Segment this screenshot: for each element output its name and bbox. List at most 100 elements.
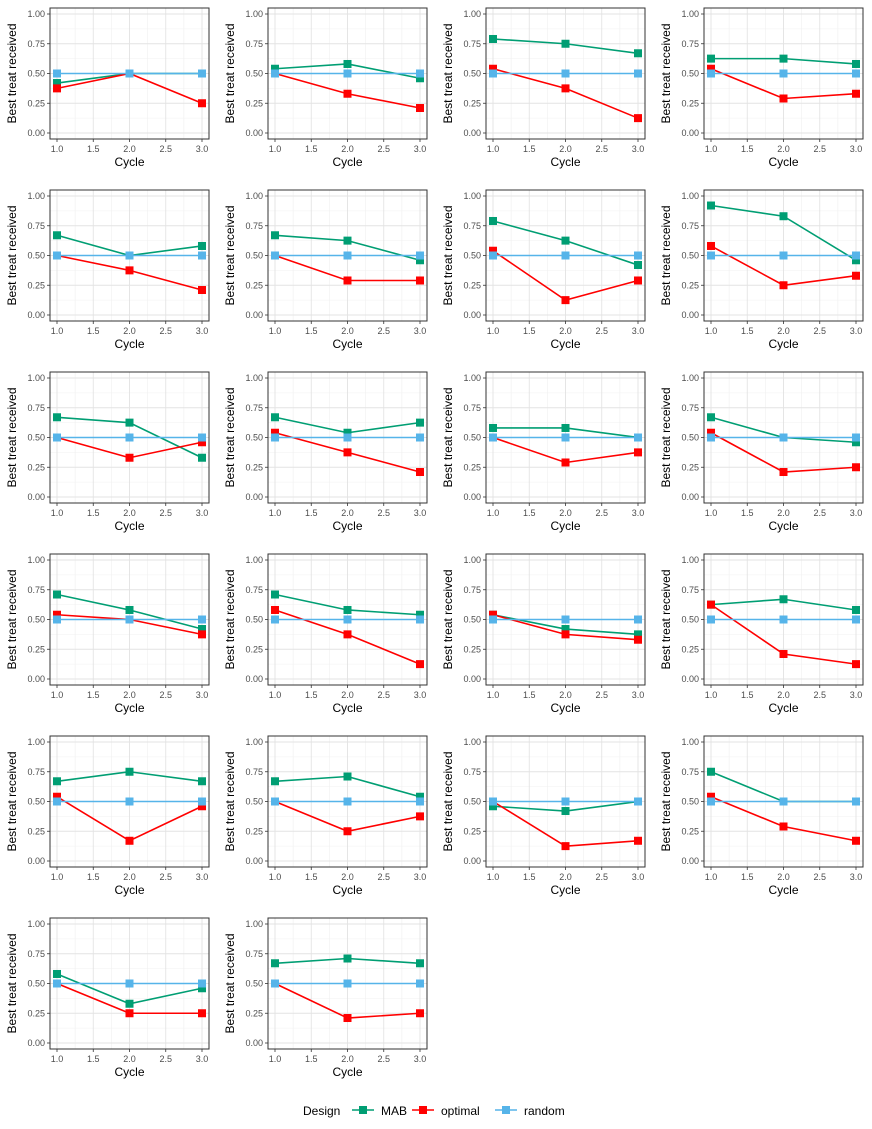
data-point-optimal	[198, 286, 206, 295]
data-point-random	[779, 251, 788, 260]
x-tick-label: 2.5	[813, 326, 826, 336]
x-tick-label: 2.0	[123, 144, 136, 154]
facet-panel-22: 0.00 0.25 0.50 0.75 1.00 1.0 1.5 2.0 2.5 3.0 Cycle…	[223, 917, 428, 1079]
x-tick-label: 2.5	[377, 872, 390, 882]
data-point-mab	[343, 605, 352, 614]
data-point-optimal	[416, 104, 424, 113]
x-axis-title: Cycle	[332, 519, 362, 533]
data-point-mab	[416, 610, 424, 619]
facet-panel-5: 0.00 0.25 0.50 0.75 1.00 1.0 1.5 2.0 2.5 3.0 Cycle…	[5, 189, 210, 351]
x-tick-label: 2.5	[813, 144, 826, 154]
x-tick-label: 3.0	[414, 872, 427, 882]
data-point-mab	[271, 777, 279, 786]
data-point-mab	[852, 256, 860, 265]
x-axis-title: Cycle	[114, 155, 144, 169]
data-point-optimal	[343, 276, 352, 285]
y-tick-label: 0.00	[27, 492, 45, 502]
y-tick-label: 0.50	[245, 797, 263, 807]
x-tick-label: 2.5	[595, 326, 608, 336]
x-tick-label: 2.0	[123, 872, 136, 882]
x-tick-label: 1.0	[705, 144, 718, 154]
y-tick-label: 0.25	[463, 826, 481, 836]
x-tick-label: 2.0	[559, 144, 572, 154]
data-point-mab	[634, 261, 642, 270]
y-tick-label: 0.50	[27, 69, 45, 79]
y-tick-label: 0.00	[463, 128, 481, 138]
x-tick-label: 1.5	[87, 144, 100, 154]
data-point-optimal	[125, 836, 134, 845]
data-point-random	[125, 433, 134, 442]
x-tick-label: 1.5	[523, 872, 536, 882]
data-point-mab	[198, 777, 206, 786]
data-point-random	[53, 433, 61, 442]
facet-panel-16: 0.00 0.25 0.50 0.75 1.00 1.0 1.5 2.0 2.5 3.0 Cycle…	[659, 553, 864, 715]
y-tick-label: 0.50	[681, 251, 699, 261]
data-point-random	[271, 979, 279, 988]
y-tick-label: 1.00	[245, 9, 263, 19]
x-tick-label: 1.5	[523, 690, 536, 700]
data-point-mab	[707, 54, 715, 63]
y-tick-label: 0.75	[27, 949, 45, 959]
facet-panel-13: 0.00 0.25 0.50 0.75 1.00 1.0 1.5 2.0 2.5 3.0 Cycle…	[5, 553, 210, 715]
data-point-mab	[489, 34, 497, 43]
x-tick-label: 3.0	[414, 508, 427, 518]
data-point-mab	[634, 630, 642, 639]
x-tick-label: 3.0	[414, 1054, 427, 1064]
legend-key-marker-mab	[359, 1106, 367, 1114]
data-point-mab	[198, 241, 206, 250]
y-tick-label: 0.25	[27, 462, 45, 472]
x-tick-label: 2.5	[377, 144, 390, 154]
x-tick-label: 3.0	[632, 326, 645, 336]
data-point-random	[343, 433, 352, 442]
x-tick-label: 3.0	[850, 144, 863, 154]
facet-panel-20: 0.00 0.25 0.50 0.75 1.00 1.0 1.5 2.0 2.5 3.0 Cycle…	[659, 735, 864, 897]
data-point-random	[561, 433, 570, 442]
y-axis-title: Best treat received	[659, 387, 673, 487]
x-tick-label: 1.5	[305, 690, 318, 700]
x-tick-label: 1.5	[305, 872, 318, 882]
y-tick-label: 1.00	[681, 737, 699, 747]
data-point-random	[343, 979, 352, 988]
x-tick-label: 3.0	[850, 508, 863, 518]
y-axis-title: Best treat received	[659, 205, 673, 305]
x-tick-label: 3.0	[196, 326, 209, 336]
y-tick-label: 0.25	[245, 1008, 263, 1018]
y-tick-label: 1.00	[681, 373, 699, 383]
x-tick-label: 2.0	[341, 690, 354, 700]
x-tick-label: 2.0	[123, 326, 136, 336]
data-point-optimal	[125, 453, 134, 462]
data-point-random	[634, 251, 642, 260]
x-tick-label: 3.0	[850, 326, 863, 336]
legend-label-mab: MAB	[381, 1104, 407, 1118]
data-point-optimal	[634, 836, 642, 845]
y-tick-label: 0.50	[27, 797, 45, 807]
data-point-optimal	[343, 630, 352, 639]
x-tick-label: 2.5	[159, 872, 172, 882]
data-point-optimal	[198, 802, 206, 811]
data-point-mab	[561, 39, 570, 48]
y-tick-label: 0.25	[681, 826, 699, 836]
y-tick-label: 1.00	[27, 919, 45, 929]
data-point-random	[198, 69, 206, 78]
y-tick-label: 1.00	[27, 373, 45, 383]
y-tick-label: 0.00	[463, 310, 481, 320]
x-axis-title: Cycle	[114, 701, 144, 715]
data-point-optimal	[779, 650, 788, 659]
y-axis-title: Best treat received	[441, 751, 455, 851]
data-point-random	[489, 433, 497, 442]
x-tick-label: 2.5	[377, 690, 390, 700]
x-tick-label: 3.0	[414, 690, 427, 700]
facet-panel-9: 0.00 0.25 0.50 0.75 1.00 1.0 1.5 2.0 2.5 3.0 Cycle…	[5, 371, 210, 533]
data-point-random	[125, 979, 134, 988]
data-point-mab	[53, 777, 61, 786]
facet-panel-12: 0.00 0.25 0.50 0.75 1.00 1.0 1.5 2.0 2.5 3.0 Cycle…	[659, 371, 864, 533]
y-axis-title: Best treat received	[223, 751, 237, 851]
y-tick-label: 0.00	[27, 128, 45, 138]
x-axis-title: Cycle	[768, 337, 798, 351]
data-point-mab	[561, 423, 570, 432]
x-tick-label: 1.0	[51, 690, 64, 700]
data-point-mab	[53, 969, 61, 978]
x-tick-label: 1.0	[487, 872, 500, 882]
x-tick-label: 1.0	[269, 872, 282, 882]
x-tick-label: 1.5	[305, 326, 318, 336]
